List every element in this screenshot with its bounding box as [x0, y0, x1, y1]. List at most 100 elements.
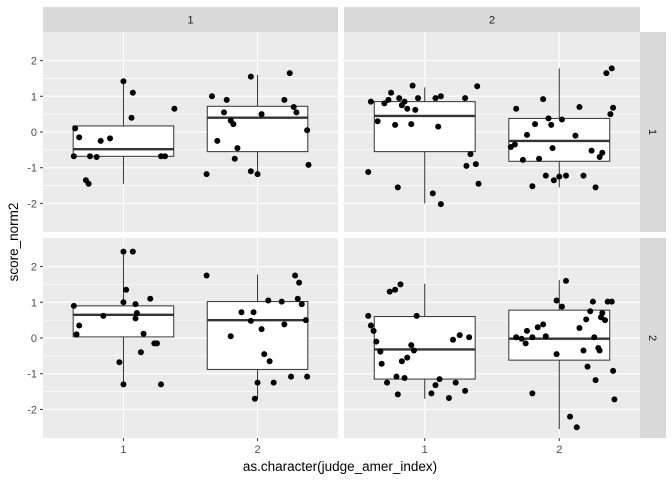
data-point [72, 125, 79, 132]
data-point [432, 382, 439, 389]
boxplot-x1 [72, 81, 175, 184]
data-point [247, 317, 254, 324]
data-point [591, 334, 598, 341]
data-point [254, 379, 261, 386]
y-tick-label: 2 [31, 56, 37, 68]
data-point [367, 322, 374, 329]
data-point [158, 381, 164, 388]
data-point [70, 302, 77, 309]
data-point [529, 183, 536, 190]
data-point [542, 333, 549, 340]
y-tick-label: 1 [31, 297, 37, 309]
data-point [373, 338, 380, 345]
data-point [304, 127, 311, 134]
data-point [428, 390, 435, 397]
boxplot-x1 [72, 251, 175, 385]
data-point [230, 121, 237, 128]
data-point [576, 104, 583, 110]
strip-top-1 [43, 7, 338, 32]
x-axis-title: as.character(judge_amer_index) [243, 459, 437, 474]
data-point [162, 153, 169, 160]
data-point [545, 115, 552, 122]
data-point [396, 95, 403, 102]
data-point [238, 309, 245, 316]
data-point [599, 149, 606, 156]
data-point [435, 123, 442, 130]
data-point [251, 395, 258, 402]
boxplot-x2 [206, 274, 309, 399]
data-point [475, 180, 482, 187]
data-point [522, 340, 529, 347]
data-point [588, 147, 595, 154]
data-point [304, 373, 311, 380]
data-point [529, 390, 536, 397]
data-point [456, 332, 463, 339]
data-point [123, 286, 130, 293]
data-point [467, 151, 474, 158]
data-point [107, 135, 114, 142]
data-point [365, 169, 372, 175]
data-point [132, 301, 139, 308]
strip-right-label: 2 [646, 335, 658, 341]
data-point [221, 109, 228, 116]
panel-row1-col1 [43, 32, 338, 232]
x-tick-label: 1 [422, 444, 428, 456]
data-point [365, 312, 372, 319]
data-point [462, 95, 469, 102]
data-point [393, 373, 400, 380]
boxplot-x1 [373, 87, 476, 204]
data-point [553, 297, 560, 304]
x-tick-label: 2 [556, 444, 562, 456]
panel-row2-col1 [43, 238, 338, 438]
panels-layer [43, 32, 640, 438]
data-point [472, 161, 479, 168]
data-point [587, 308, 594, 315]
data-point [607, 111, 614, 118]
data-point [290, 104, 297, 110]
data-point [120, 299, 127, 306]
data-point [602, 317, 609, 324]
data-point [532, 121, 539, 128]
y-tick-label: -2 [27, 198, 37, 210]
data-point [381, 100, 388, 107]
data-point [409, 82, 416, 89]
y-tick-label: 0 [31, 333, 37, 345]
data-point [278, 298, 285, 305]
data-point [572, 132, 579, 139]
data-point [223, 96, 230, 103]
data-point [523, 327, 530, 334]
data-point [511, 141, 518, 148]
data-point [466, 334, 473, 341]
data-point [120, 381, 127, 388]
data-point [281, 96, 288, 103]
data-point [563, 277, 569, 284]
data-point [147, 295, 154, 302]
data-point [388, 89, 395, 96]
data-point [302, 317, 309, 324]
x-tick-label: 1 [120, 444, 126, 456]
data-point [583, 316, 590, 323]
data-point [596, 154, 603, 160]
strip-right-2 [640, 238, 666, 438]
y-tick-label: 1 [31, 91, 37, 103]
data-point [305, 161, 312, 168]
data-point [171, 105, 178, 112]
box-iqr [206, 301, 309, 370]
data-point [518, 335, 525, 342]
data-point [265, 297, 272, 304]
data-point [374, 118, 381, 125]
data-point [413, 312, 420, 319]
data-point [592, 184, 599, 191]
data-point [584, 363, 591, 370]
data-point [542, 172, 549, 179]
data-point [398, 358, 405, 365]
data-point [203, 171, 210, 178]
y-tick-label: -1 [27, 163, 37, 175]
data-point [377, 348, 384, 355]
data-point [558, 116, 565, 123]
data-point [153, 340, 160, 347]
data-point [548, 121, 555, 128]
data-point [385, 96, 392, 103]
data-point [529, 334, 536, 341]
data-point [296, 279, 303, 286]
